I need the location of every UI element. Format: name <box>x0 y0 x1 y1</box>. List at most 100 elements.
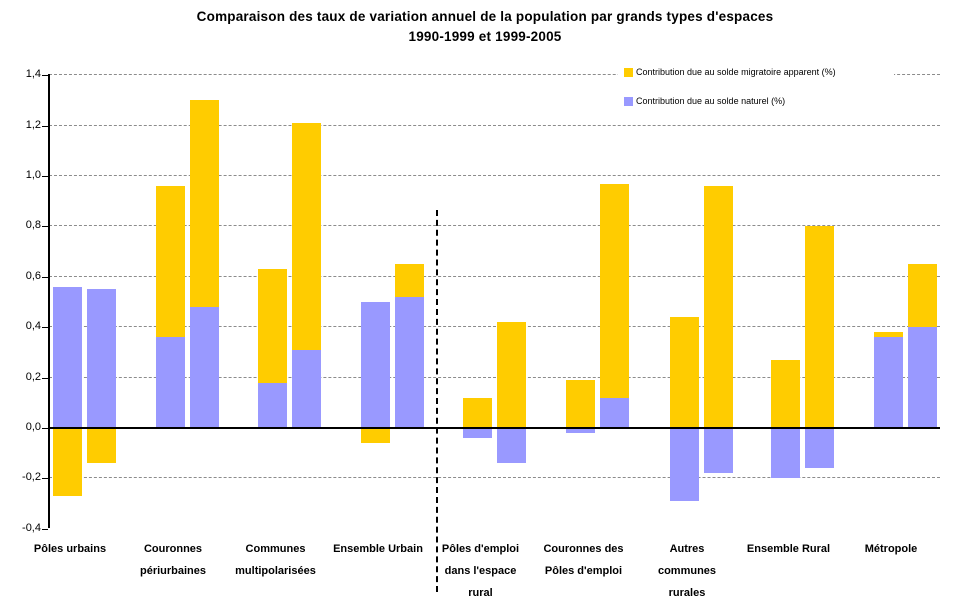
chart-subtitle: 1990-1999 et 1999-2005 <box>408 29 562 44</box>
bar-segment-migratoire <box>189 100 219 308</box>
bar-segment-migratoire <box>155 186 185 338</box>
bar-segment-migratoire <box>360 428 390 444</box>
bar-segment-naturel <box>566 428 595 434</box>
category-label-line: Ensemble Urbain <box>333 543 423 555</box>
legend-label-migratoire: Contribution due au solde migratoire app… <box>636 67 836 77</box>
bar-segment-naturel <box>669 428 699 502</box>
bar-segment-naturel <box>86 289 116 428</box>
bar-segment-naturel <box>463 428 492 439</box>
gridline <box>49 275 940 277</box>
bar-segment-naturel <box>907 327 937 428</box>
category-label: Autres communes rurales <box>607 538 767 604</box>
chart-title: Comparaison des taux de variation annuel… <box>196 9 774 24</box>
gridline <box>49 124 940 126</box>
category-label: Métropole <box>811 538 970 560</box>
bar-segment-migratoire <box>497 322 526 428</box>
y-axis-tick <box>42 176 48 177</box>
category-label-line: multipolarisées <box>235 565 316 577</box>
category-label-line: Métropole <box>864 543 918 555</box>
zero-axis-line <box>48 427 940 429</box>
bar-segment-migratoire <box>703 186 733 428</box>
category-label: Couronnes des Pôles d'emploi <box>504 538 664 582</box>
y-tick-label: 0,6 <box>25 269 41 282</box>
y-axis-tick <box>42 75 48 77</box>
bar-segment-naturel <box>360 302 390 428</box>
category-label-line: Pôles d'emploi <box>544 565 623 577</box>
gridline <box>49 376 940 378</box>
legend-item-naturel: Contribution due au solde naturel (%) <box>624 96 894 106</box>
bar-segment-naturel <box>600 397 629 428</box>
urban-rural-separator-line <box>436 210 438 592</box>
category-label: Couronnes périurbaines <box>93 538 253 582</box>
bar-segment-migratoire <box>258 269 287 383</box>
category-label-line: Couronnes des <box>543 543 624 555</box>
gridline <box>49 477 940 479</box>
bar-segment-migratoire <box>771 359 800 428</box>
bar-segment-migratoire <box>669 317 699 428</box>
bar-segment-migratoire <box>52 428 82 497</box>
y-tick-label: 0,2 <box>25 370 41 383</box>
category-label: Ensemble Rural <box>709 538 869 560</box>
bar-segment-naturel <box>394 296 424 428</box>
bar-segment-migratoire <box>292 123 321 350</box>
y-axis <box>48 74 50 528</box>
legend-item-migratoire: Contribution due au solde migratoire app… <box>624 67 894 77</box>
bar-segment-migratoire <box>394 264 424 297</box>
bar-segment-migratoire <box>600 183 629 398</box>
legend: Contribution due au solde migratoire app… <box>618 60 894 118</box>
category-label-line: Couronnes <box>143 543 203 555</box>
y-tick-label: 0,0 <box>25 421 41 433</box>
category-label: Communes multipolarisées <box>196 538 356 582</box>
category-label-line: Pôles urbains <box>33 543 107 555</box>
y-axis-tick <box>42 226 48 228</box>
legend-swatch-migratoire-icon <box>624 67 633 77</box>
bar-segment-naturel <box>771 428 800 479</box>
y-tick-label: 1,2 <box>25 118 41 131</box>
category-label-line: rural <box>468 587 493 599</box>
legend-label-naturel: Contribution due au solde naturel (%) <box>636 96 786 106</box>
y-axis-tick <box>42 528 48 530</box>
bar-segment-naturel <box>258 382 287 428</box>
y-tick-label: -0,4 <box>22 521 41 534</box>
gridline <box>49 326 940 328</box>
category-label-line: communes <box>657 565 717 577</box>
category-label-line: Autres <box>669 543 705 555</box>
bar-segment-naturel <box>189 307 219 428</box>
y-axis-tick <box>42 327 48 329</box>
category-label-line: Communes <box>245 543 306 555</box>
bar-segment-naturel <box>52 286 82 428</box>
y-axis-tick <box>42 478 48 480</box>
gridline <box>49 225 940 227</box>
y-tick-label: 1,0 <box>25 169 41 181</box>
bar-segment-migratoire <box>86 428 116 464</box>
gridline <box>49 74 940 76</box>
y-axis-tick <box>42 377 48 379</box>
category-label-line: Pôles d'emploi <box>441 543 520 555</box>
gridline <box>49 175 940 176</box>
y-axis-tick <box>42 428 48 429</box>
bar-segment-naturel <box>497 428 526 464</box>
bar-segment-migratoire <box>805 226 834 428</box>
category-label: Pôles d'emploi dans l'espace rural <box>401 538 561 604</box>
category-label: Ensemble Urbain <box>298 538 458 560</box>
category-label-line: périurbaines <box>139 565 207 577</box>
y-tick-label: 1,4 <box>25 68 41 81</box>
y-tick-label: 0,8 <box>25 219 41 232</box>
bar-segment-naturel <box>873 337 903 428</box>
y-axis-tick <box>42 125 48 127</box>
category-label-line: rurales <box>668 587 706 599</box>
bar-segment-migratoire <box>566 380 595 428</box>
y-tick-label: -0,2 <box>22 471 41 484</box>
y-axis-tick <box>42 276 48 278</box>
bar-segment-migratoire <box>907 264 937 328</box>
bar-segment-naturel <box>292 349 321 428</box>
bar-segment-naturel <box>805 428 834 469</box>
bar-segment-migratoire <box>873 332 903 338</box>
category-label-line: dans l'espace <box>444 565 517 577</box>
bar-segment-naturel <box>155 337 185 428</box>
category-label-line: Ensemble Rural <box>746 543 831 555</box>
bar-segment-naturel <box>703 428 733 474</box>
category-label: Pôles urbains <box>0 538 150 560</box>
y-tick-label: 0,4 <box>25 320 41 333</box>
